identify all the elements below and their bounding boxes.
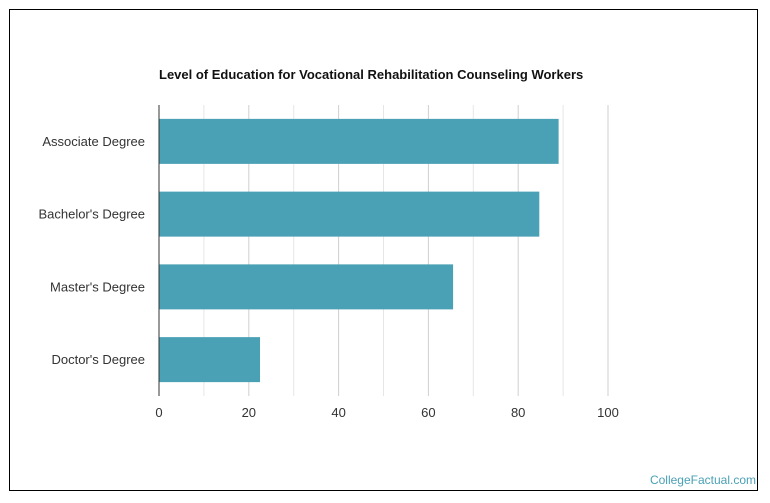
watermark-link[interactable]: CollegeFactual.com: [649, 473, 756, 487]
category-label: Bachelor's Degree: [38, 207, 145, 222]
bar-associate-degree: [159, 118, 559, 164]
category-label: Associate Degree: [42, 134, 145, 149]
chart-title: Level of Education for Vocational Rehabi…: [159, 67, 584, 82]
bars: [159, 118, 559, 383]
category-label: Doctor's Degree: [51, 352, 145, 367]
bar-bachelor-s-degree: [159, 191, 540, 237]
bar-doctor-s-degree: [159, 337, 261, 383]
x-tick-label: 60: [421, 405, 435, 420]
category-labels: Associate Degree Bachelor's Degree Master'…: [38, 134, 145, 367]
x-tick-labels: 0 20 40 60 80 100: [155, 405, 618, 420]
x-tick-label: 20: [242, 405, 256, 420]
x-tick-label: 40: [331, 405, 345, 420]
bar-master-s-degree: [159, 264, 454, 310]
x-tick-label: 0: [155, 405, 162, 420]
x-tick-label: 80: [511, 405, 525, 420]
x-tick-label: 100: [597, 405, 619, 420]
category-label: Master's Degree: [50, 279, 145, 294]
